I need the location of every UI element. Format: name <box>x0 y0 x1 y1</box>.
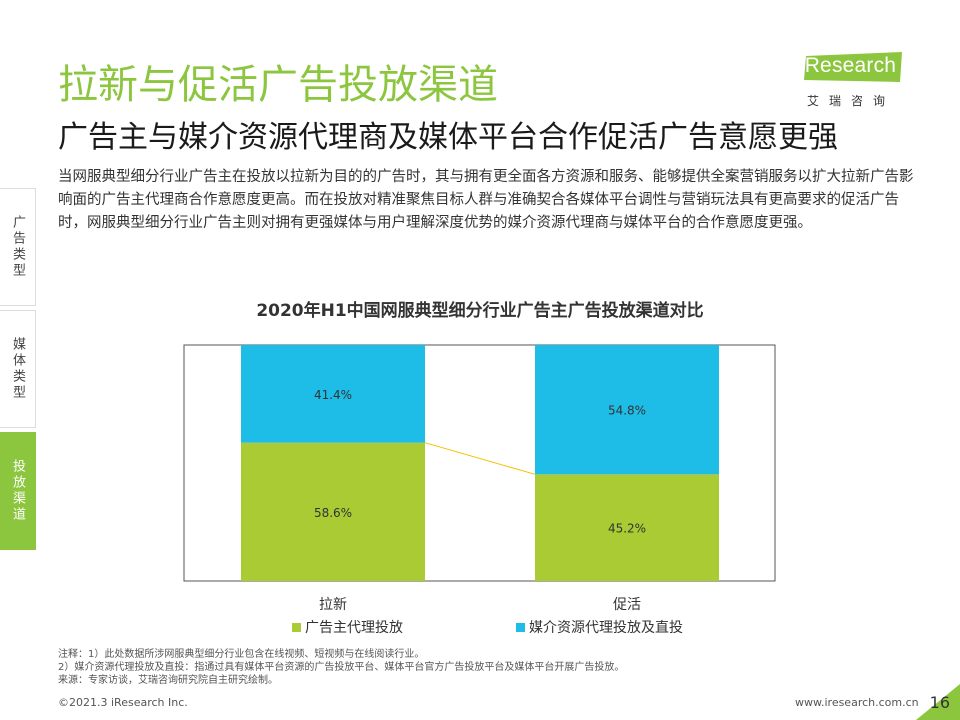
bar-segment <box>535 345 719 475</box>
side-tab-label: 广告类型 <box>10 215 25 279</box>
side-tab-ad-type[interactable]: 广告类型 <box>0 188 36 306</box>
side-tab-channel[interactable]: 投放渠道 <box>0 432 36 550</box>
logo-badge <box>804 52 902 82</box>
footer-website[interactable]: www.iresearch.com.cn <box>795 696 919 709</box>
notes: 注释：1）此处数据所涉网服典型细分行业包含在线视频、短视频与在线阅读行业。 2）… <box>58 648 918 687</box>
page-title: 拉新与促活广告投放渠道 <box>58 62 498 108</box>
description-paragraph: 当网服典型细分行业广告主在投放以拉新为目的的广告时，其与拥有更全面各方资源和服务… <box>58 169 914 231</box>
stacked-bar-chart: 58.6% 41.4% 拉新 45.2% 54.8% 促活 <box>183 344 776 613</box>
page-corner-accent <box>916 684 960 720</box>
legend-swatch-agency <box>292 622 301 632</box>
bar-segment <box>241 345 425 443</box>
chart-legend: 广告主代理投放 媒介资源代理投放及直投 <box>280 617 760 637</box>
page-subtitle: 广告主与媒介资源代理商及媒体平台合作促活广告意愿更强 <box>58 120 838 155</box>
category-label: 促活 <box>613 597 641 613</box>
data-label: 45.2% <box>608 522 646 536</box>
data-label: 54.8% <box>608 404 646 418</box>
legend-item-media: 媒介资源代理投放及直投 <box>516 617 683 637</box>
category-label: 拉新 <box>319 597 347 613</box>
chart-title: 2020年H1中国网服典型细分行业广告主广告投放渠道对比 <box>256 301 704 321</box>
bar-segment <box>535 474 719 581</box>
legend-item-agency: 广告主代理投放 <box>292 617 403 637</box>
plot-area-frame <box>183 344 776 582</box>
side-tab-label: 投放渠道 <box>10 459 25 523</box>
note-line: 注释：1）此处数据所涉网服典型细分行业包含在线视频、短视频与在线阅读行业。 <box>58 649 425 660</box>
source-line: 来源：专家访谈，艾瑞咨询研究院自主研究绘制。 <box>58 675 278 686</box>
side-tab-label: 媒体类型 <box>10 337 25 401</box>
footer-copyright: ©2021.3 iResearch Inc. <box>58 696 188 709</box>
page-number: 16 <box>929 693 950 712</box>
logo-sub-text: 艾瑞咨询 <box>806 94 895 108</box>
bar-segment <box>241 442 425 581</box>
note-line: 2）媒介资源代理投放及直投：指通过具有媒体平台资源的广告投放平台、媒体平台官方广… <box>58 662 625 673</box>
logo-brand-text: iResearch <box>799 54 897 77</box>
legend-swatch-media <box>516 622 525 632</box>
data-label: 58.6% <box>314 506 352 520</box>
data-label: 41.4% <box>314 388 352 402</box>
series-connector-line <box>424 442 536 475</box>
side-tab-media-type[interactable]: 媒体类型 <box>0 310 36 428</box>
legend-label: 广告主代理投放 <box>305 620 403 636</box>
iresearch-logo: iResearch 艾瑞咨询 <box>790 52 908 112</box>
legend-label: 媒介资源代理投放及直投 <box>529 620 683 636</box>
